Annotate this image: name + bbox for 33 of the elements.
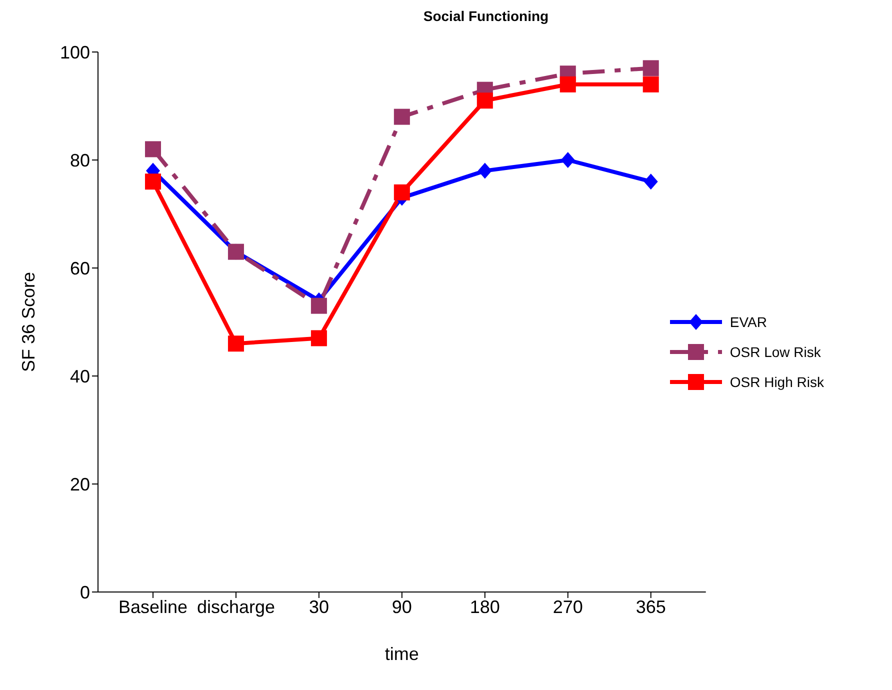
y-tick-label: 0 xyxy=(80,582,90,602)
point xyxy=(644,174,658,190)
y-tick-label: 20 xyxy=(70,474,90,494)
x-tick-label: 30 xyxy=(308,596,329,617)
legend-label: EVAR xyxy=(730,313,767,332)
point xyxy=(394,184,410,200)
point xyxy=(642,60,659,76)
point xyxy=(145,174,161,190)
legend-label: OSR High Risk xyxy=(730,373,824,392)
y-tick-label: 60 xyxy=(70,258,90,278)
x-axis-title: time xyxy=(384,644,419,664)
point xyxy=(476,92,493,109)
y-tick-label: 40 xyxy=(70,366,90,386)
chart-title: Social Functioning xyxy=(422,8,550,26)
x-tick-label: 270 xyxy=(552,596,583,617)
y-tick-label: 80 xyxy=(70,150,90,170)
x-tick-label: 365 xyxy=(636,596,666,617)
legend-label: OSR Low Risk xyxy=(730,343,821,362)
point xyxy=(642,76,659,92)
point xyxy=(145,141,161,158)
x-tick-label: discharge xyxy=(196,596,275,617)
point xyxy=(560,76,576,92)
y-axis-title: SF 36 Score xyxy=(18,272,38,372)
point xyxy=(310,330,327,346)
x-tick-label: Baseline xyxy=(118,596,188,617)
point xyxy=(560,152,575,168)
point xyxy=(310,298,327,314)
point xyxy=(228,336,244,352)
x-tick-label: 90 xyxy=(392,596,412,617)
y-tick-label: 100 xyxy=(60,42,90,62)
point xyxy=(394,108,410,125)
x-tick-label: 180 xyxy=(470,596,500,617)
point xyxy=(478,162,492,179)
